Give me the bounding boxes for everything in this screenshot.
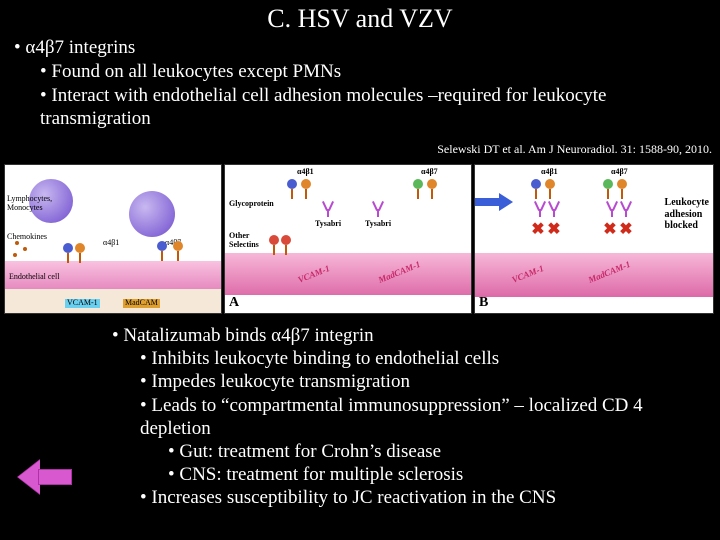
label-a4b1-b: α4β1 xyxy=(541,167,558,176)
slide-title: C. HSV and VZV xyxy=(0,0,720,36)
figure-area: Lymphocytes, Monocytes Chemokines Endoth… xyxy=(4,164,716,314)
bullet-inhibits: Inhibits leukocyte binding to endothelia… xyxy=(112,347,700,370)
label-other-selectins: Other Selectins xyxy=(229,231,259,249)
bullet-impedes: Impedes leukocyte transmigration xyxy=(112,370,700,393)
label-tysabri-2: Tysabri xyxy=(365,219,391,228)
figure-panel-left: Lymphocytes, Monocytes Chemokines Endoth… xyxy=(4,164,222,314)
back-arrow-button[interactable] xyxy=(18,460,72,494)
label-a4b7-b: α4β7 xyxy=(611,167,628,176)
bullet-integrins: α4β7 integrins xyxy=(14,36,720,60)
bullet-compartmental: Leads to “compartmental immunosuppressio… xyxy=(112,394,700,440)
bullet-gut: Gut: treatment for Crohn’s disease xyxy=(112,440,700,463)
label-tysabri-1: Tysabri xyxy=(315,219,341,228)
label-lymph-mono: Lymphocytes, Monocytes xyxy=(7,195,31,213)
label-glyco: Glycoprotein xyxy=(229,199,274,208)
bullet-natalizumab: Natalizumab binds α4β7 integrin xyxy=(112,324,700,347)
lower-bullets: Natalizumab binds α4β7 integrin Inhibits… xyxy=(112,324,700,509)
label-a4b7-a: α4β7 xyxy=(421,167,438,176)
label-leuk-blocked: Leukocyte adhesion blocked xyxy=(665,197,709,232)
label-endothelial: Endothelial cell xyxy=(9,273,59,282)
panel-a-badge: A xyxy=(229,295,239,311)
bullet-cns: CNS: treatment for multiple sclerosis xyxy=(112,463,700,486)
panel-b-badge: B xyxy=(479,295,488,311)
label-vcam: VCAM-1 xyxy=(65,299,100,308)
label-a4b1-a: α4β1 xyxy=(297,167,314,176)
label-a4b1-left: α4β1 xyxy=(103,239,119,248)
figure-panel-a: A α4β1 α4β7 Glycoprotein Tysabri Tysabri… xyxy=(224,164,472,314)
label-chemokines: Chemokines xyxy=(7,233,47,242)
citation-text: Selewski DT et al. Am J Neuroradiol. 31:… xyxy=(437,142,712,157)
bullet-jc: Increases susceptibility to JC reactivat… xyxy=(112,486,700,509)
bullet-interact: Interact with endothelial cell adhesion … xyxy=(14,84,720,132)
bullet-found-on: Found on all leukocytes except PMNs xyxy=(14,60,720,84)
figure-panel-b: B α4β1 α4β7 ✖ ✖ ✖ ✖ Leukocyte adhesion b… xyxy=(474,164,714,314)
label-madcam: MadCAM xyxy=(123,299,160,308)
